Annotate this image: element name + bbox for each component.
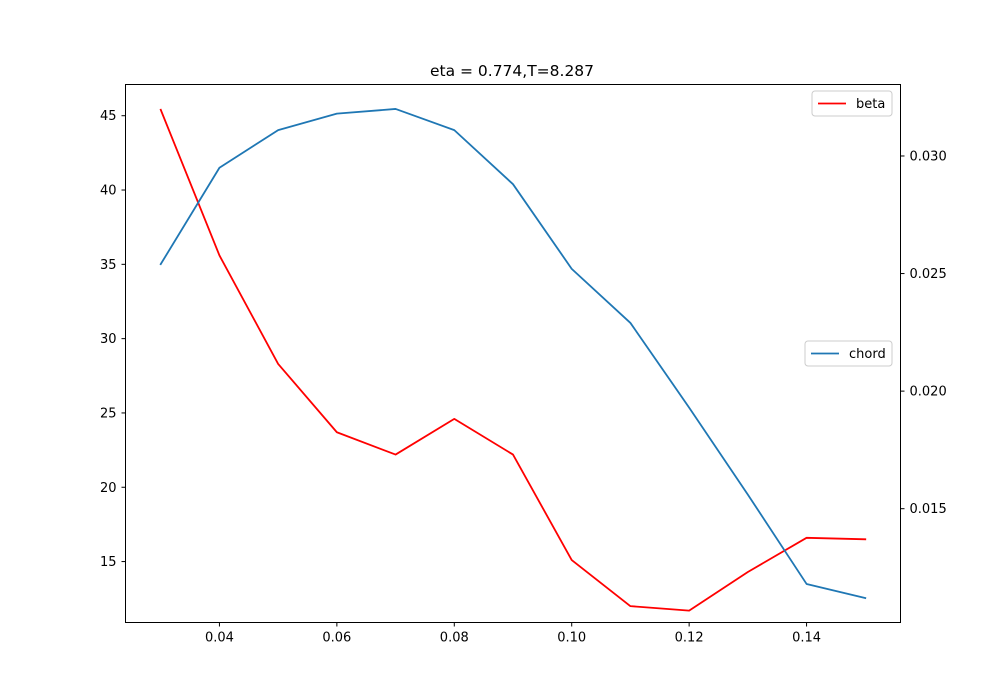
legend-chord: chord — [804, 340, 893, 367]
plot-frame — [125, 84, 901, 623]
y-tick-label-right: 0.015 — [910, 502, 947, 517]
x-axis: 0.04 0.06 0.08 0.10 0.12 0.14 — [205, 622, 821, 646]
legend-chord-box — [804, 340, 893, 367]
x-tick-label: 0.10 — [557, 631, 586, 646]
y-tick-label-left: 35 — [100, 258, 117, 273]
y-tick-label-right: 0.030 — [910, 149, 947, 164]
legend-beta-label: beta — [856, 97, 885, 112]
y-tick-label-left: 25 — [100, 406, 117, 421]
series-line-chord — [159, 108, 867, 600]
y-tick-label-right: 0.020 — [910, 385, 947, 400]
y-tick-label-left: 20 — [100, 481, 117, 496]
x-tick-label: 0.08 — [440, 631, 469, 646]
y-tick-label-right: 0.025 — [910, 267, 947, 282]
legend-chord-label: chord — [849, 347, 886, 362]
x-tick-label: 0.14 — [792, 631, 821, 646]
y-tick-label-left: 30 — [100, 332, 117, 347]
x-tick-label: 0.12 — [675, 631, 704, 646]
chart-title: eta = 0.774,T=8.287 — [430, 62, 594, 80]
plot-lines — [159, 108, 867, 612]
y-tick-label-left: 15 — [100, 555, 117, 570]
x-tick-label: 0.04 — [205, 631, 234, 646]
legend-beta-box — [811, 90, 893, 117]
y-tick-label-left: 45 — [100, 109, 117, 124]
y-axis-right: 0.015 0.020 0.025 0.030 — [900, 149, 947, 517]
y-tick-label-left: 40 — [100, 184, 117, 199]
y-axis-left: 15 20 25 30 35 40 45 — [100, 109, 126, 570]
x-tick-label: 0.06 — [322, 631, 351, 646]
legend-beta: beta — [811, 90, 893, 117]
